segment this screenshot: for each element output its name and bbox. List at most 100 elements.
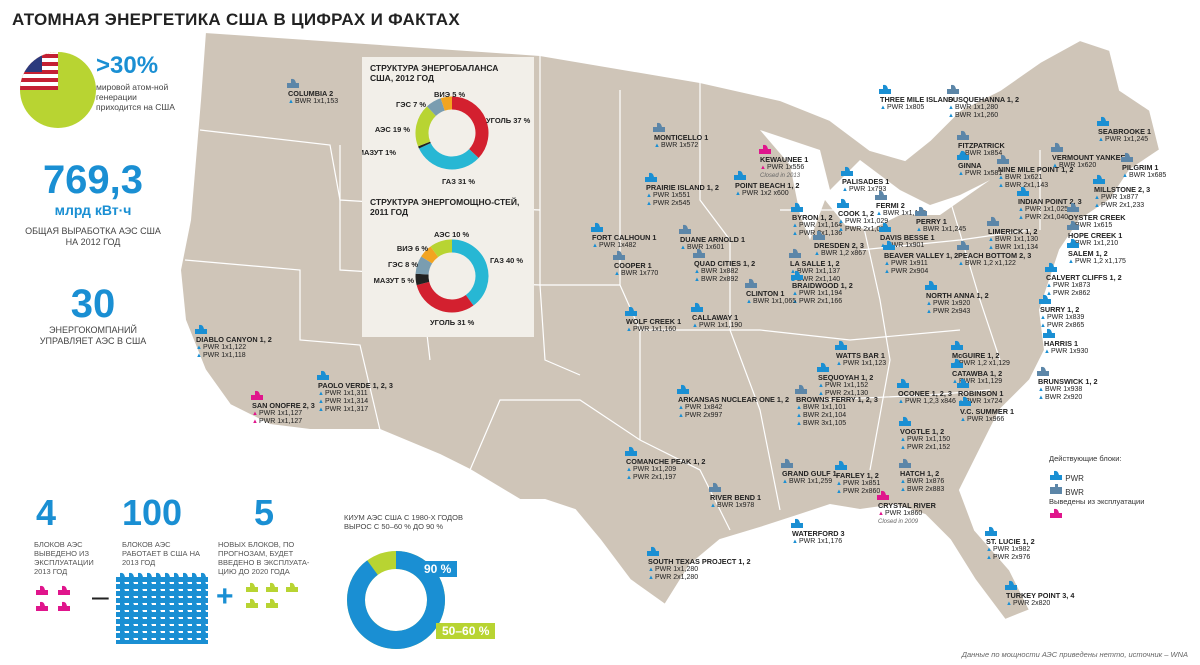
plant-icon <box>677 384 689 394</box>
plant-unit: ▲PWR 2x1,152 <box>900 444 950 452</box>
plant-unit-text: BWR 1x1,280 <box>954 104 999 111</box>
plant-unit: ▲PWR 1x877 <box>1094 194 1150 202</box>
plant-name: ROBINSON 1 <box>958 389 1004 398</box>
plant-icon <box>625 446 637 456</box>
plant-unit-text: PWR 1x1,317 <box>324 406 369 413</box>
capacity_structure-slice-5 <box>430 239 453 258</box>
plant-icon <box>817 362 829 372</box>
plant-unit-text: PWR 2x1,280 <box>654 574 699 581</box>
plant-icon <box>997 154 1009 164</box>
plant-unit-text: PWR 1x1,160 <box>632 326 677 333</box>
plant-unit-text: BWR 1x882 <box>700 268 739 275</box>
triangle-icon: ▲ <box>760 165 766 171</box>
plant-unit-text: PWR 1x920 <box>932 300 971 307</box>
plant-unit-text: BWR 2x920 <box>1044 394 1083 401</box>
plant-name: GRAND GULF 1 <box>782 469 837 478</box>
bwr-icon <box>1050 484 1062 494</box>
capacity-title: СТРУКТУРА ЭНЕРГОМОЩНО-СТЕЙ, 2011 ГОД <box>370 197 520 217</box>
plant-unit-text: BWR 1x978 <box>716 502 755 509</box>
plant-unit: ▲PWR 2x943 <box>926 308 989 316</box>
plant-unit: ▲PWR 1x2 x600 <box>735 190 799 198</box>
plant-label: HATCH 1, 2 ▲BWR 1x876 ▲BWR 2x883 <box>900 470 944 494</box>
plant-name: SEABROOKE 1 <box>1098 127 1152 136</box>
plant-icon <box>957 130 969 140</box>
plant-unit: ▲BWR 3x1,105 <box>796 420 878 428</box>
capacity_structure-slice-0 <box>451 239 489 306</box>
plant-unit: ▲PWR 1x966 <box>960 416 1014 424</box>
plant-name: OCONEE 1, 2, 3 <box>898 389 952 398</box>
plant-icon <box>1051 142 1063 152</box>
plant-unit: ▲BWR 1x1,134 <box>988 244 1038 252</box>
triangle-icon: ▲ <box>790 269 796 275</box>
generation-caption: ОБЩАЯ ВЫРАБОТКА АЭС США НА 2012 ГОД <box>25 226 161 247</box>
plant-unit: ▲PWR 2x862 <box>1046 290 1122 298</box>
plant-unit-text: PWR 1,2 x1,129 <box>958 360 1010 367</box>
triangle-icon: ▲ <box>880 243 886 249</box>
triangle-icon: ▲ <box>614 271 620 277</box>
plant-unit-text: BWR 1x876 <box>906 478 945 485</box>
plant-unit: ▲PWR 1x911 <box>884 260 958 268</box>
plant-name: HATCH 1, 2 <box>900 469 940 478</box>
plant-unit-text: PWR 2x862 <box>1052 290 1091 297</box>
plant-label: SURRY 1, 2 ▲PWR 1x839 ▲PWR 2x865 <box>1040 306 1084 330</box>
plant-icon <box>897 378 909 388</box>
plant-unit: ▲PWR 1x1,176 <box>792 538 845 546</box>
plant-name: OYSTER CREEK <box>1068 213 1126 222</box>
plant-unit: ▲PWR 1x551 <box>646 192 719 200</box>
plant-unit: ▲BWR 1x978 <box>710 502 761 510</box>
plant-unit: ▲BWR 1,2 x1,122 <box>958 260 1031 268</box>
plant-unit-text: PWR 2x1,152 <box>906 444 951 451</box>
plant-unit-text: PWR 1x1,029 <box>844 218 889 225</box>
new-caption: НОВЫХ БЛОКОВ, ПО ПРОГНОЗАМ, БУДЕТ ВВЕДЕН… <box>218 540 310 576</box>
triangle-icon: ▲ <box>196 353 202 359</box>
triangle-icon: ▲ <box>792 539 798 545</box>
plant-unit-text: PWR 1x1,209 <box>632 466 677 473</box>
triangle-icon: ▲ <box>884 269 890 275</box>
plant-unit-text: BWR 1x601 <box>686 244 725 251</box>
plant-icon <box>987 216 999 226</box>
plant-unit: ▲BWR 1x621 <box>998 174 1073 182</box>
triangle-icon: ▲ <box>1018 207 1024 213</box>
triangle-icon: ▲ <box>792 231 798 237</box>
legend: Действующие блоки: PWR BWR Выведены из э… <box>1045 450 1163 538</box>
new-block-icon <box>246 582 258 592</box>
plant-name: DUANE ARNOLD 1 <box>680 235 745 244</box>
plant-name: VERMOUNT YANKEE <box>1052 153 1126 162</box>
plant-unit-text: BWR 2x1,140 <box>796 276 841 283</box>
plant-unit: ▲PWR 1x851 <box>836 480 880 488</box>
plant-label: PILGRIM 1 ▲BWR 1x685 <box>1122 164 1166 180</box>
energy_balance-label-2: МАЗУТ 1% <box>362 148 396 157</box>
capacity_structure-slice-1 <box>416 281 474 313</box>
plant-unit-text: PWR 1,2,3 x846 <box>904 398 956 405</box>
plant-name: PILGRIM 1 <box>1122 163 1159 172</box>
plant-icon <box>625 306 637 316</box>
plant-unit-text: BWR 2x892 <box>700 276 739 283</box>
triangle-icon: ▲ <box>958 261 964 267</box>
plant-unit-text: PWR 1x1,245 <box>1104 136 1149 143</box>
share-caption: мировой атом-ной генерации приходится на… <box>96 82 175 112</box>
plant-name: PERRY 1 <box>916 217 947 226</box>
plant-name: CATAWBA 1, 2 <box>952 369 1003 378</box>
plant-closed-note: Closed in 2013 <box>760 173 801 179</box>
plant-icon <box>985 526 997 536</box>
plant-label: SEABROOKE 1 ▲PWR 1x1,245 <box>1098 128 1151 144</box>
triangle-icon: ▲ <box>818 383 824 389</box>
closed-block-icon <box>36 601 48 611</box>
plant-unit: ▲BWR 1x1,153 <box>288 98 338 106</box>
plant-label: THREE MILE ISLAND ▲PWR 1x805 <box>880 96 953 112</box>
plant-unit: ▲BWR 1x854 <box>958 150 1005 158</box>
plant-name: PEACH BOTTOM 2, 3 <box>958 251 1032 260</box>
working-block-icon <box>197 621 208 631</box>
triangle-icon: ▲ <box>814 251 820 257</box>
triangle-icon: ▲ <box>792 291 798 297</box>
working-block-icon <box>197 572 208 582</box>
energy_balance-label-0: УГОЛЬ 37 % <box>486 116 531 125</box>
plant-label: WATTS BAR 1 ▲PWR 1x1,123 <box>836 352 886 368</box>
plant-name: COOPER 1 <box>614 261 652 270</box>
working-block-icon <box>197 593 208 603</box>
plant-unit-text: PWR 2x1,040 <box>1024 214 1069 221</box>
legend-pwr-label: PWR <box>1065 474 1084 483</box>
plant-name: BROWNS FERRY 1, 2, 3 <box>796 395 878 404</box>
plant-label: PEACH BOTTOM 2, 3 ▲BWR 1,2 x1,122 <box>958 252 1031 268</box>
